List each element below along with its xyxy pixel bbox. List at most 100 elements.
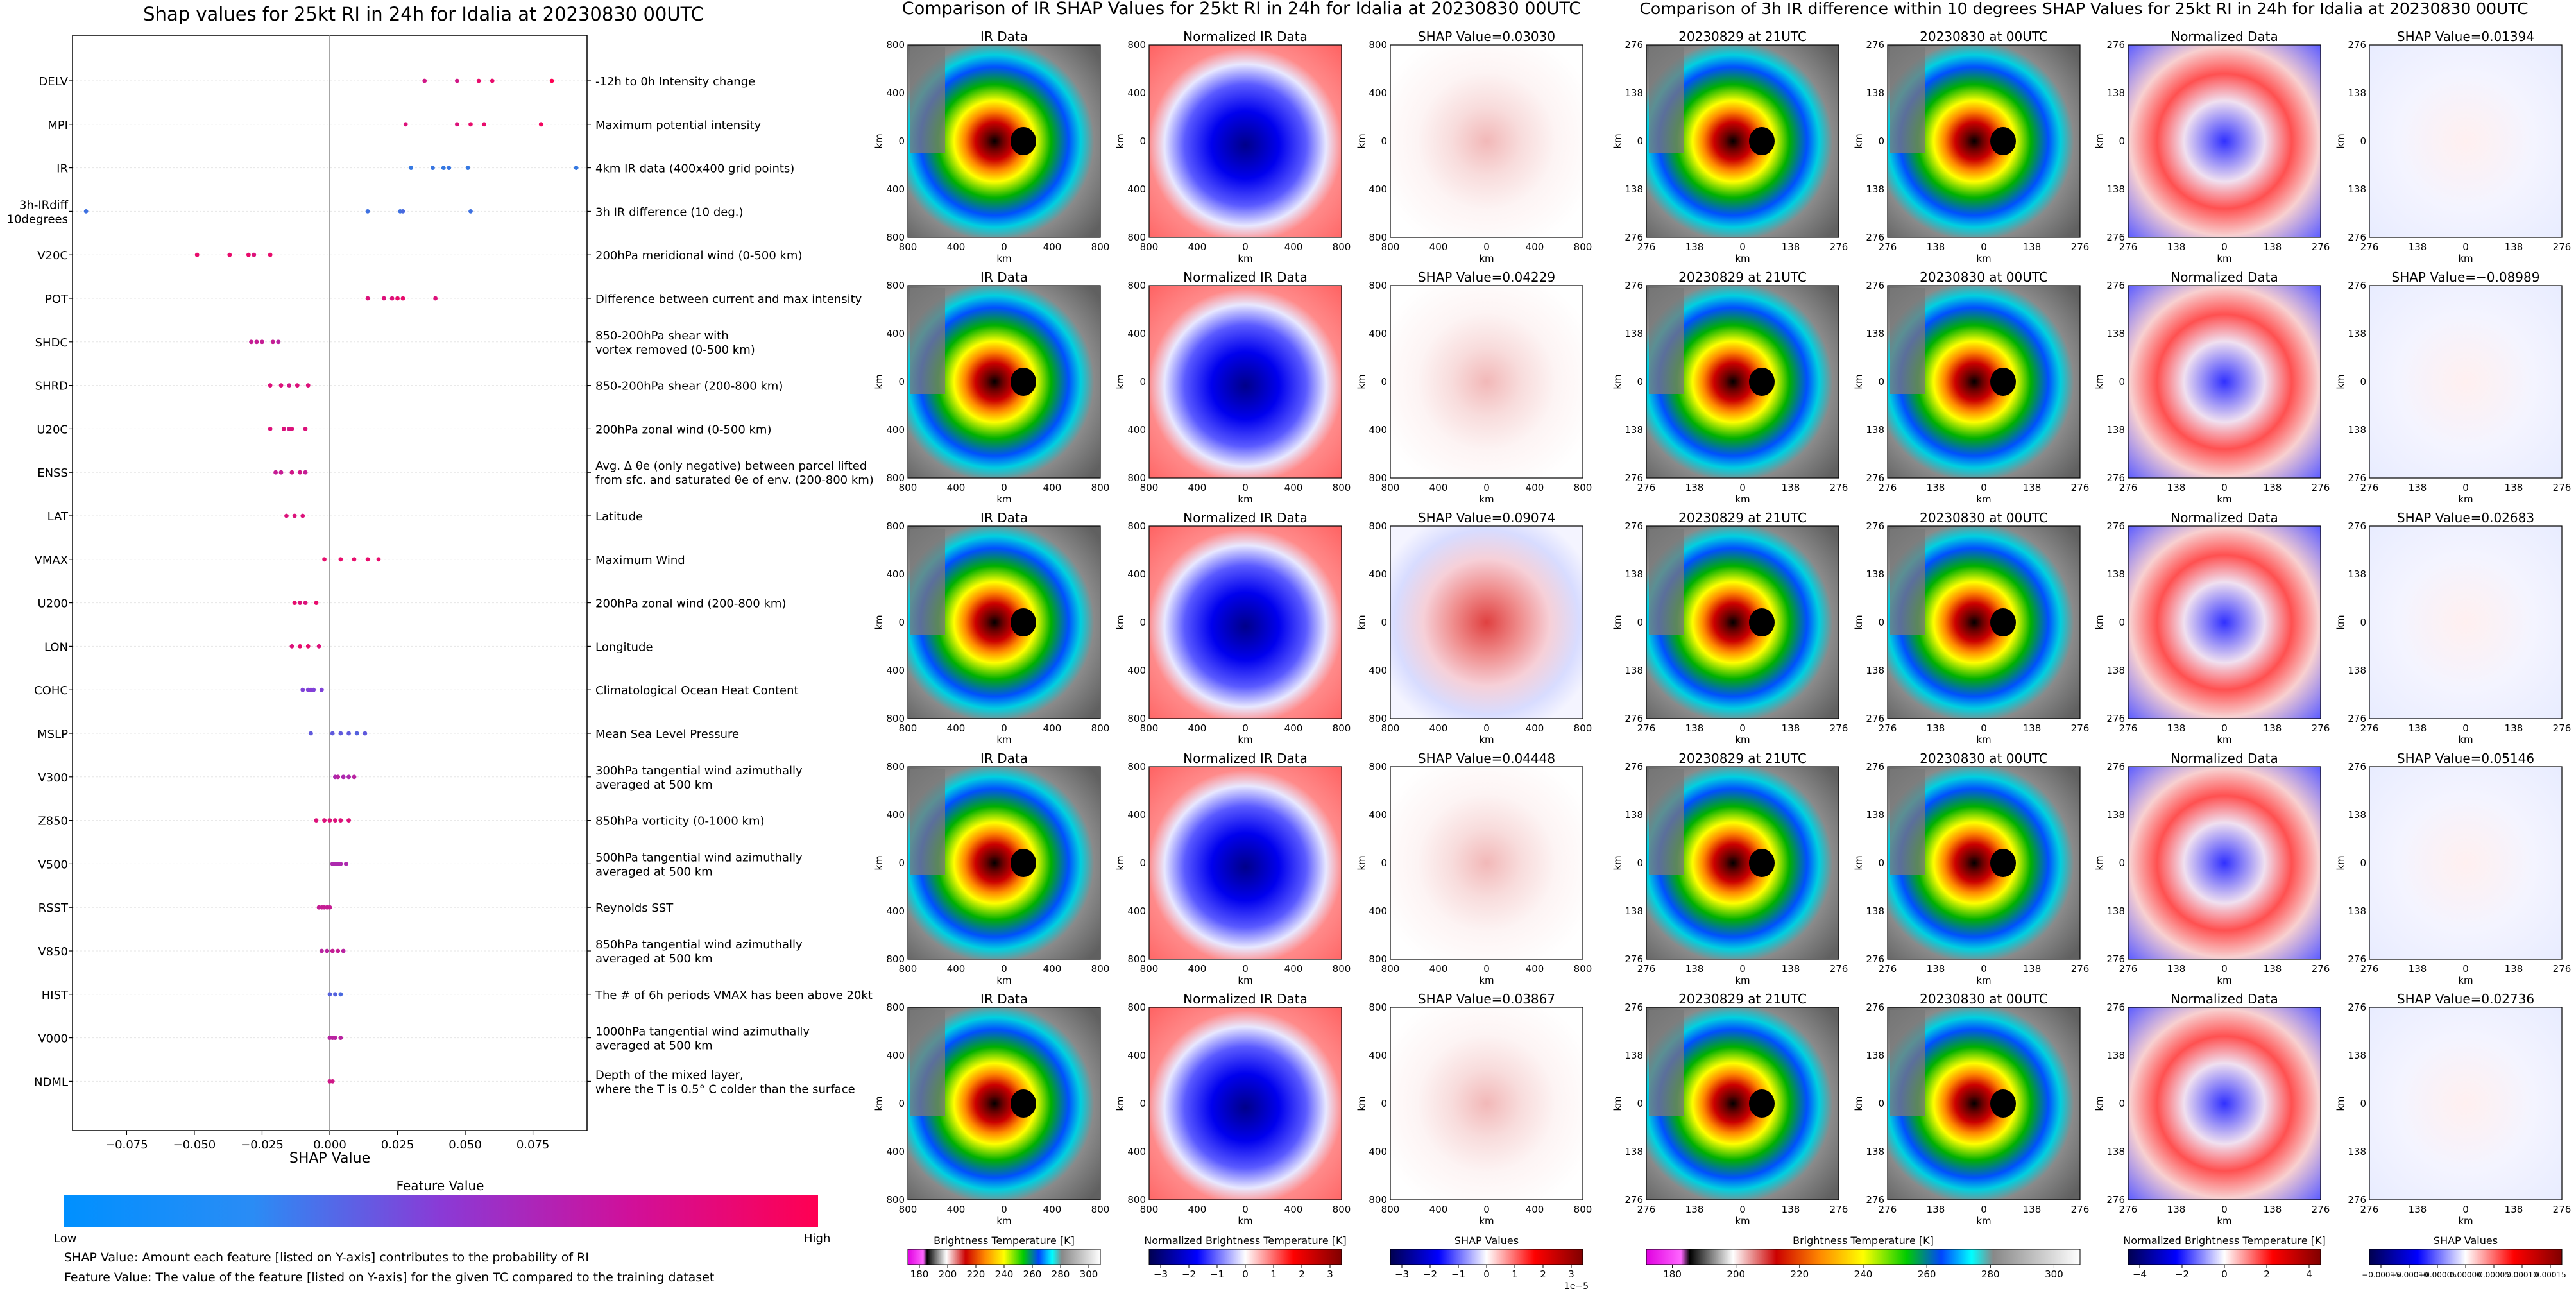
- colorbar-offset-label: 1e−5: [1564, 1281, 1589, 1289]
- panel-x-tick: 800: [1333, 1204, 1351, 1215]
- panel-y-tick: 276: [1625, 713, 1643, 724]
- panel-y-tick: 800: [1127, 1194, 1146, 1206]
- panel-x-tick: 400: [947, 1204, 966, 1215]
- land-area: [1649, 769, 1684, 875]
- feature-description: 1000hPa tangential wind azimuthally: [595, 1025, 810, 1039]
- panel-y-tick: 800: [886, 39, 905, 51]
- panel-y-tick: 138: [2106, 665, 2125, 676]
- panel-x-axis-label: km: [996, 975, 1011, 986]
- shap-point: [549, 78, 554, 83]
- panel-x-axis-label: km: [1479, 734, 1494, 746]
- shap-point: [341, 774, 346, 780]
- colorbar-label: SHAP Values: [2434, 1234, 2498, 1247]
- shap-point: [227, 252, 232, 257]
- panel-y-axis-label: km: [1853, 1096, 1864, 1111]
- panel-x-axis-label: km: [2217, 975, 2231, 986]
- summary-title: Shap values for 25kt RI in 24h for Idali…: [143, 3, 704, 25]
- land-area: [910, 529, 945, 635]
- feature-description: The # of 6h periods VMAX has been above …: [595, 989, 873, 1002]
- panel-x-tick: 276: [2119, 1204, 2138, 1215]
- panel-y-tick: 0: [898, 617, 905, 628]
- shap-point: [333, 992, 337, 997]
- panel-x-tick: 800: [1333, 722, 1351, 734]
- colorbar-tick-label: 1: [1270, 1268, 1277, 1280]
- shap-point: [341, 948, 346, 953]
- panel-x-tick: 138: [2264, 241, 2282, 253]
- shap-point: [338, 818, 343, 823]
- land-area: [1649, 47, 1684, 153]
- feature-code-label: VMAX: [35, 554, 69, 567]
- panel-x-tick: 138: [1927, 963, 1945, 975]
- panel-y-tick: 400: [1369, 905, 1387, 917]
- panel-x-tick: 400: [1526, 722, 1544, 734]
- panel-y-tick: 0: [1878, 857, 1884, 869]
- shap-point: [352, 774, 357, 780]
- panel-y-tick: 138: [1625, 424, 1643, 436]
- panel-x-axis-label: km: [2458, 1215, 2473, 1227]
- panel-y-tick: 138: [2348, 1146, 2366, 1157]
- panel-x-tick: 0: [1483, 482, 1490, 493]
- shap-point: [276, 339, 281, 345]
- panel-y-axis-label: km: [1612, 133, 1623, 148]
- shap-point: [303, 470, 308, 475]
- feature-description: averaged at 500 km: [595, 865, 713, 878]
- panel-y-tick: 400: [886, 424, 905, 436]
- shap-point: [298, 470, 302, 475]
- panel-y-tick: 276: [2348, 232, 2366, 243]
- shap-point: [303, 601, 308, 605]
- feature-description: Maximum Wind: [595, 554, 685, 567]
- shap-point: [327, 905, 332, 910]
- panel-y-tick: 400: [1127, 665, 1146, 676]
- panel-x-tick: 0: [1242, 963, 1249, 975]
- panel-title: Normalized IR Data: [1183, 991, 1308, 1007]
- colorbar-tick-label: 300: [2045, 1268, 2063, 1280]
- colorbar: [2369, 1249, 2563, 1265]
- panel-x-tick: 400: [1043, 722, 1062, 734]
- shap-point: [270, 339, 275, 345]
- feature-rows: DELV -12h to 0h Intensity change MPI Maximu…: [7, 75, 874, 1096]
- panel-y-tick: 276: [1866, 1002, 1884, 1013]
- shap-point: [268, 383, 273, 388]
- panel-x-tick: 276: [1637, 482, 1656, 493]
- group-1-title: Comparison of IR SHAP Values for 25kt RI…: [902, 0, 1581, 19]
- shap-point: [246, 252, 251, 257]
- panel-x-tick: 0: [2462, 1204, 2469, 1215]
- panel-x-tick: 0: [2221, 241, 2228, 253]
- panel-y-tick: 276: [1866, 472, 1884, 484]
- land-area: [1890, 769, 1925, 875]
- storm-eye: [1749, 1089, 1775, 1118]
- panel-y-tick: 276: [2348, 520, 2366, 532]
- shap-point: [454, 78, 459, 83]
- storm-eye: [1990, 368, 2016, 396]
- panel-y-tick: 400: [1369, 568, 1387, 580]
- panel-x-tick: 800: [1574, 482, 1592, 493]
- panel-x-tick: 400: [1043, 241, 1062, 253]
- panel-title: Normalized IR Data: [1183, 29, 1308, 44]
- panel-y-tick: 276: [2348, 39, 2366, 51]
- panel-x-tick: 276: [1830, 722, 1848, 734]
- feature-code-label: U200: [37, 597, 68, 611]
- panel-y-tick: 800: [886, 1194, 905, 1206]
- land-area: [910, 769, 945, 875]
- panel-y-tick: 800: [1369, 280, 1387, 291]
- panel-title: SHAP Value=−0.08989: [2392, 269, 2540, 285]
- feature-description: Reynolds SST: [595, 901, 674, 915]
- panel-x-tick: 0: [1001, 482, 1007, 493]
- colorbar: [1646, 1249, 2081, 1265]
- shap-point: [287, 383, 292, 388]
- panel-y-tick: 276: [2348, 713, 2366, 724]
- panel-title: IR Data: [980, 510, 1028, 525]
- panel-x-tick: 800: [1140, 963, 1159, 975]
- shap-point: [300, 687, 305, 692]
- feature-value-title: Feature Value: [397, 1178, 484, 1193]
- panel-y-tick: 400: [886, 184, 905, 195]
- panel-y-tick: 400: [886, 1050, 905, 1061]
- panel-y-tick: 400: [1369, 424, 1387, 436]
- panel-y-tick: 138: [2106, 1146, 2125, 1157]
- panel-y-axis-label: km: [873, 374, 885, 389]
- storm-eye: [1990, 1089, 2016, 1118]
- colorbar-tick-label: 220: [967, 1268, 985, 1280]
- panel-y-tick: 138: [1625, 1050, 1643, 1061]
- panel-y-tick: 400: [886, 568, 905, 580]
- colorbar-tick-label: 0: [1242, 1268, 1249, 1280]
